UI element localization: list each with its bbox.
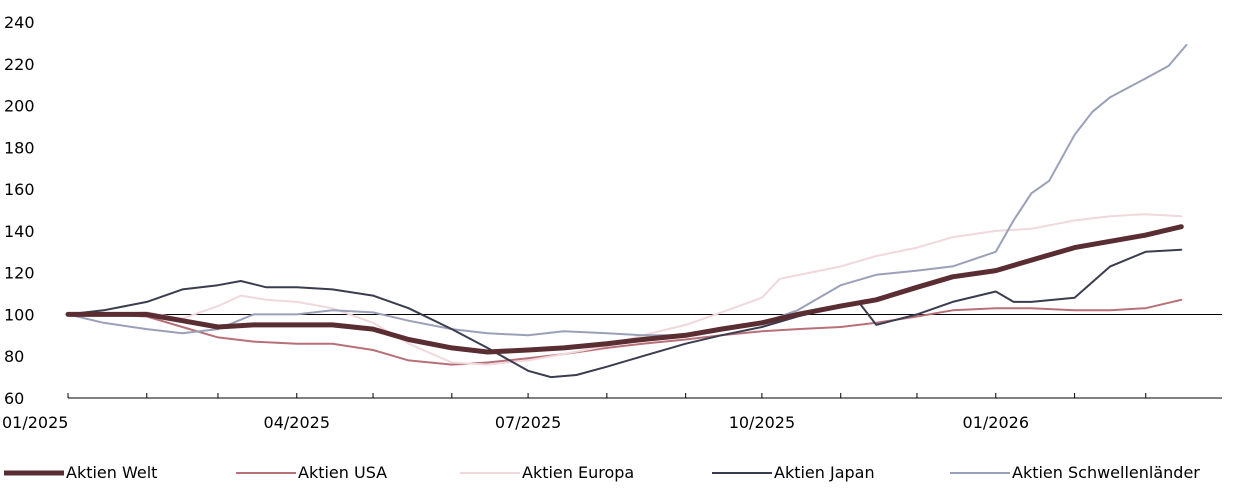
series-line-1: [68, 227, 1181, 352]
x-tick-label: 01/2026: [963, 413, 1029, 432]
y-tick-label: 120: [4, 264, 35, 283]
legend-label: Aktien Europa: [522, 463, 634, 482]
y-tick-label: 60: [4, 389, 24, 408]
y-tick-label: 80: [4, 347, 24, 366]
y-tick-label: 200: [4, 97, 35, 116]
x-tick-label: 10/2025: [729, 413, 795, 432]
y-tick-label: 100: [4, 305, 35, 324]
x-tick-label: 01/2025: [2, 413, 68, 432]
x-axis: 01/2025 04/2025 07/2025 10/2025 01/2026: [2, 393, 1222, 432]
series-line-4: [68, 250, 1181, 377]
y-axis: 60 80 100 120 140 160 180 200 220 240: [4, 13, 35, 408]
y-tick-label: 180: [4, 138, 35, 157]
x-tick-label: 04/2025: [264, 413, 330, 432]
legend-label: Aktien Schwellenländer: [1012, 463, 1200, 482]
legend-label: Aktien Japan: [774, 463, 875, 482]
y-tick-label: 140: [4, 222, 35, 241]
y-tick-label: 240: [4, 13, 35, 32]
series-line-5: [68, 45, 1186, 335]
y-tick-label: 160: [4, 180, 35, 199]
x-tick-label: 07/2025: [495, 413, 561, 432]
legend-label: Aktien Welt: [66, 463, 157, 482]
series-line-2: [68, 300, 1181, 365]
legend-label: Aktien USA: [298, 463, 387, 482]
plot-area: [68, 45, 1222, 377]
legend: Aktien Welt Aktien USA Aktien Europa Aktien…: [4, 463, 1200, 482]
y-tick-label: 220: [4, 55, 35, 74]
